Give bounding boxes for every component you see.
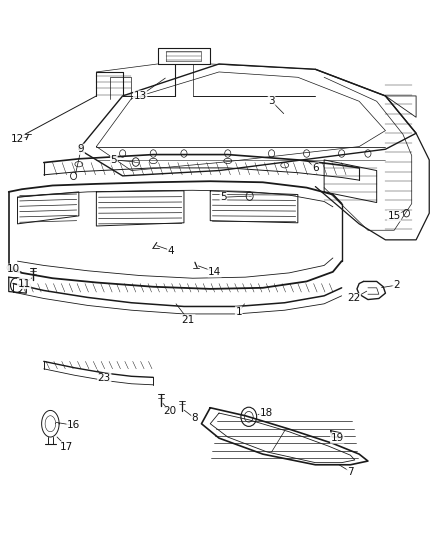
- Text: 3: 3: [268, 96, 275, 106]
- Text: 9: 9: [78, 144, 85, 154]
- Text: 16: 16: [67, 421, 80, 430]
- Text: 14: 14: [208, 267, 221, 277]
- Text: 5: 5: [220, 192, 227, 202]
- Text: 21: 21: [182, 315, 195, 325]
- Text: 6: 6: [312, 163, 319, 173]
- Text: 19: 19: [331, 433, 344, 443]
- Text: 7: 7: [347, 467, 354, 477]
- Text: 13: 13: [134, 91, 147, 101]
- Text: 18: 18: [260, 408, 273, 418]
- Text: 1: 1: [235, 307, 242, 317]
- Text: 8: 8: [191, 414, 198, 423]
- Text: 2: 2: [393, 280, 400, 290]
- Text: 20: 20: [163, 407, 177, 416]
- Text: 15: 15: [388, 211, 401, 221]
- Text: 10: 10: [7, 264, 20, 274]
- Text: 11: 11: [18, 279, 31, 288]
- Text: 23: 23: [98, 374, 111, 383]
- Text: 5: 5: [110, 155, 117, 165]
- Text: 4: 4: [167, 246, 174, 255]
- Text: 17: 17: [60, 442, 73, 451]
- Text: 22: 22: [347, 294, 360, 303]
- Text: 12: 12: [11, 134, 24, 143]
